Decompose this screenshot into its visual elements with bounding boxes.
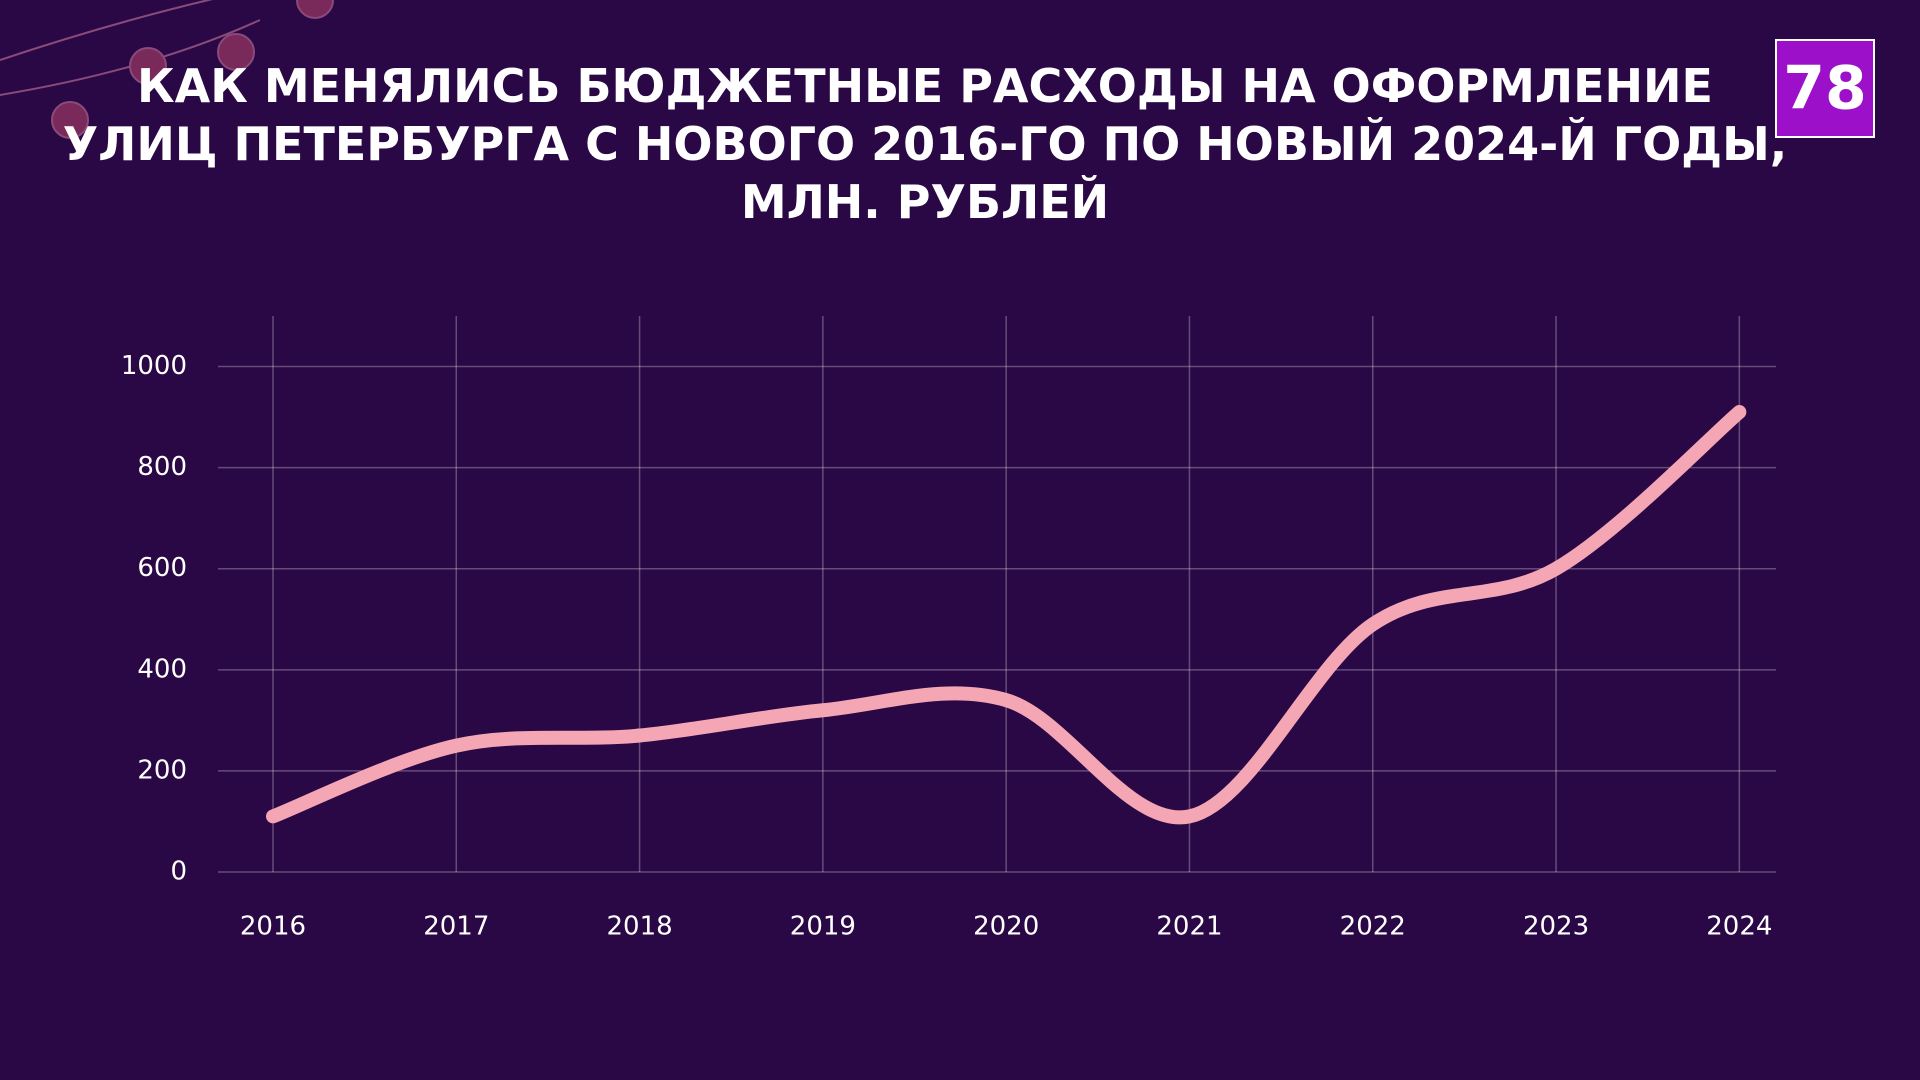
x-tick-label: 2024 [1706, 912, 1772, 942]
x-tick-label: 2017 [423, 912, 489, 942]
x-tick-label: 2022 [1340, 912, 1406, 942]
chart-title: МЛН. РУБЛЕЙ [741, 175, 1109, 229]
y-tick-label: 400 [137, 654, 187, 684]
x-tick-label: 2020 [973, 912, 1039, 942]
chart-title: КАК МЕНЯЛИСЬ БЮДЖЕТНЫЕ РАСХОДЫ НА ОФОРМЛ… [137, 59, 1713, 113]
x-tick-label: 2018 [606, 912, 672, 942]
y-tick-label: 200 [137, 755, 187, 785]
y-tick-label: 600 [137, 553, 187, 583]
logo: 78 [1783, 54, 1867, 124]
x-tick-label: 2021 [1156, 912, 1222, 942]
y-tick-label: 800 [137, 452, 187, 482]
chart-title: УЛИЦ ПЕТЕРБУРГА С НОВОГО 2016-ГО ПО НОВЫ… [63, 117, 1788, 171]
y-tick-label: 0 [170, 857, 187, 887]
y-tick-label: 1000 [121, 351, 187, 381]
x-tick-label: 2016 [240, 912, 306, 942]
x-tick-label: 2023 [1523, 912, 1589, 942]
ornaments [0, 0, 334, 139]
x-tick-label: 2019 [790, 912, 856, 942]
logo-box [1775, 39, 1875, 138]
data-line [265, 405, 1747, 825]
